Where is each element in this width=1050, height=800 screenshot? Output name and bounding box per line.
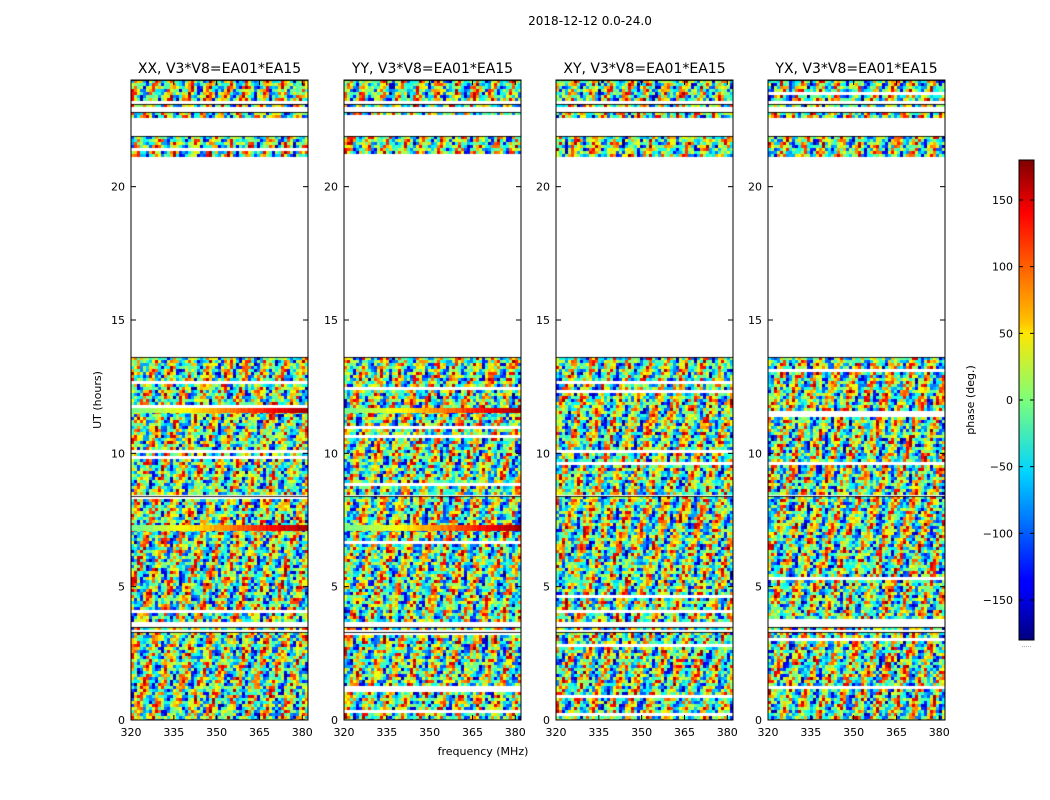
x-tick-label: 320 — [121, 726, 142, 739]
colorbar-gradient — [1019, 160, 1034, 640]
phase-heatmap — [556, 80, 733, 720]
panel-1: XX, V3*V8=EA01*EA15 320 335 350 365 380 0 5 10 15… — [111, 61, 313, 739]
y-tick-label: 10 — [748, 447, 762, 460]
x-tick-label: 380 — [505, 726, 526, 739]
y-tick-label: 0 — [755, 714, 762, 727]
x-tick-label: 380 — [292, 726, 313, 739]
colorbar-tick-label: 50 — [999, 327, 1013, 340]
panel-3: XY, V3*V8=EA01*EA15 320 335 350 365 380 0 5 10 15… — [536, 61, 738, 739]
panel-title: YY, V3*V8=EA01*EA15 — [351, 61, 513, 77]
y-tick-label: 10 — [324, 447, 338, 460]
phase-heatmap — [344, 80, 521, 720]
y-tick-label: 20 — [111, 181, 125, 194]
y-tick-label: 20 — [324, 181, 338, 194]
x-tick-label: 380 — [929, 726, 950, 739]
axes-frame — [343, 79, 522, 721]
y-tick-label: 20 — [748, 181, 762, 194]
y-tick-label: 15 — [324, 314, 338, 327]
x-tick-label: 365 — [674, 726, 695, 739]
colorbar-tick-label: 100 — [992, 261, 1013, 274]
x-tick-label: 335 — [376, 726, 397, 739]
x-tick-label: 320 — [334, 726, 355, 739]
y-tick-label: 0 — [331, 714, 338, 727]
x-tick-label: 335 — [588, 726, 609, 739]
colorbar-tick-label: −100 — [983, 527, 1013, 540]
x-tick-label: 350 — [419, 726, 440, 739]
y-axis-label: UT (hours) — [91, 371, 104, 429]
x-tick-label: 350 — [631, 726, 652, 739]
colorbar-tick-label: −150 — [983, 594, 1013, 607]
y-tick-label: 10 — [536, 447, 550, 460]
phase-heatmap — [131, 80, 308, 720]
panel-4: YX, V3*V8=EA01*EA15 320 335 350 365 380 0 5 10 15… — [748, 61, 950, 739]
colorbar-tick-label: 0 — [1006, 394, 1013, 407]
axes-frame — [555, 79, 734, 721]
phase-heatmap — [768, 80, 945, 720]
x-tick-label: 320 — [546, 726, 567, 739]
panel-title: YX, V3*V8=EA01*EA15 — [774, 61, 937, 77]
x-tick-label: 350 — [206, 726, 227, 739]
axes-frame — [767, 79, 946, 721]
panel-title: XX, V3*V8=EA01*EA15 — [138, 61, 301, 77]
x-tick-label: 335 — [163, 726, 184, 739]
y-tick-label: 0 — [118, 714, 125, 727]
x-axis-label: frequency (MHz) — [438, 745, 529, 758]
y-tick-label: 15 — [111, 314, 125, 327]
x-tick-label: 365 — [249, 726, 270, 739]
y-tick-label: 5 — [118, 581, 125, 594]
y-tick-label: 15 — [748, 314, 762, 327]
colorbar-label: phase (deg.) — [964, 365, 977, 435]
panel-title: XY, V3*V8=EA01*EA15 — [563, 61, 725, 77]
colorbar-tick-label: −50 — [990, 461, 1013, 474]
y-tick-label: 15 — [536, 314, 550, 327]
colorbar-tick-label: 150 — [992, 194, 1013, 207]
y-tick-label: 0 — [543, 714, 550, 727]
panel-2: YY, V3*V8=EA01*EA15 320 335 350 365 380 0 5 10 15… — [324, 61, 526, 739]
y-tick-label: 20 — [536, 181, 550, 194]
y-tick-label: 5 — [331, 581, 338, 594]
x-tick-label: 335 — [800, 726, 821, 739]
axes-frame — [130, 79, 309, 721]
x-tick-label: 380 — [717, 726, 738, 739]
y-tick-label: 5 — [543, 581, 550, 594]
x-tick-label: 365 — [462, 726, 483, 739]
figure-title: 2018-12-12 0.0-24.0 — [528, 14, 652, 28]
x-tick-label: 320 — [758, 726, 779, 739]
x-tick-label: 350 — [843, 726, 864, 739]
colorbar-offset-note: ..... — [1022, 642, 1032, 649]
y-tick-label: 10 — [111, 447, 125, 460]
x-tick-label: 365 — [886, 726, 907, 739]
y-tick-label: 5 — [755, 581, 762, 594]
